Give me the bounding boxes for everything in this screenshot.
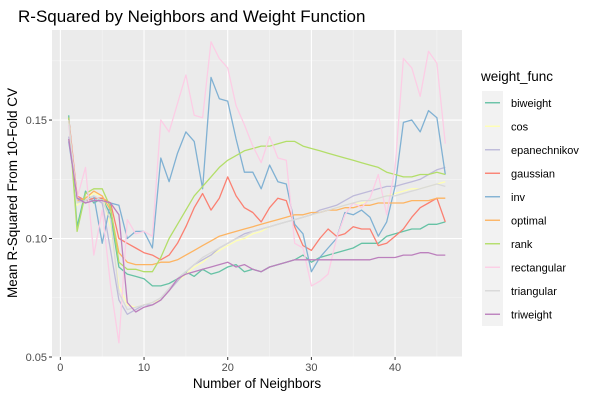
x-tick-label: 0 (57, 362, 63, 374)
legend: weight_func biweight cos epanechnikov gauss… (480, 69, 579, 326)
legend-item-rank: rank (482, 232, 533, 256)
y-tick-label: 0.10 (26, 234, 47, 246)
series-line-triangular (68, 119, 446, 311)
legend-item-triangular: triangular (482, 279, 557, 303)
series-line-optimal (68, 119, 446, 266)
legend-item-epanechnikov: epanechnikov (482, 138, 579, 162)
x-tick-label: 30 (305, 362, 317, 374)
series-line-rectangular (68, 41, 446, 344)
series-line-triweight (68, 138, 446, 313)
y-axis-title: Mean R-Squared From 10-Fold CV (5, 88, 20, 298)
series-line-inv (68, 76, 446, 273)
x-axis: 0 10 20 30 40 (57, 357, 401, 374)
x-tick-label: 20 (222, 362, 234, 374)
gridlines (52, 30, 462, 358)
legend-item-gaussian: gaussian (482, 161, 555, 185)
legend-item-triweight: triweight (482, 302, 552, 326)
legend-label: cos (511, 121, 529, 133)
legend-label: epanechnikov (511, 145, 579, 157)
legend-label: triweight (511, 309, 552, 321)
legend-label: rank (511, 239, 533, 251)
chart-title: R-Squared by Neighbors and Weight Functi… (18, 7, 365, 26)
legend-label: rectangular (511, 262, 566, 274)
legend-item-biweight: biweight (482, 91, 551, 115)
legend-label: gaussian (511, 168, 555, 180)
x-axis-title: Number of Neighbors (193, 376, 322, 391)
series-line-gaussian (68, 117, 446, 261)
legend-title: weight_func (480, 69, 553, 84)
y-axis: 0.05 0.10 0.15 (26, 115, 52, 364)
legend-item-cos: cos (482, 114, 529, 138)
x-tick-label: 40 (389, 362, 401, 374)
series-line-rank (68, 117, 446, 273)
legend-label: biweight (511, 98, 551, 110)
legend-label: inv (511, 192, 526, 204)
legend-item-inv: inv (482, 185, 526, 209)
y-tick-label: 0.15 (26, 115, 47, 127)
x-tick-label: 10 (138, 362, 150, 374)
legend-label: triangular (511, 286, 557, 298)
legend-item-rectangular: rectangular (482, 255, 566, 279)
y-tick-label: 0.05 (26, 352, 47, 364)
series-lines (68, 41, 446, 344)
legend-items: biweight cos epanechnikov gaussian inv optima… (482, 91, 579, 326)
legend-item-optimal: optimal (482, 208, 546, 232)
legend-label: optimal (511, 215, 546, 227)
